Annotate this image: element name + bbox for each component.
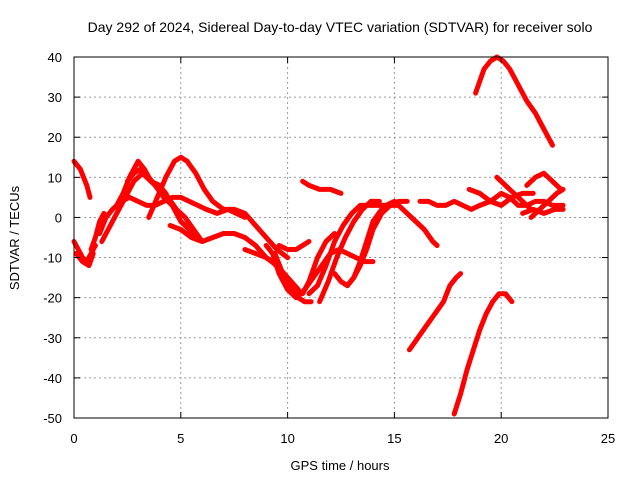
series-line-arc-08: [146, 154, 291, 261]
series-line-arc-25: [494, 174, 534, 212]
series-line-arc-15: [306, 198, 397, 297]
y-tick-label: -40: [43, 371, 62, 386]
series-line-arc-11: [263, 243, 376, 301]
series-line-arc-26: [524, 170, 564, 192]
y-tick-label: -10: [43, 251, 62, 266]
series-line-arc-22: [473, 54, 555, 148]
data-series: [71, 54, 566, 417]
axis-ticks: 0 5 10 15 20 25 -50 -40 -30 -20 -10 0 10 20 30 40: [43, 50, 615, 446]
y-tick-label: 20: [48, 130, 62, 145]
series-line-arc-14: [276, 239, 312, 252]
x-axis-label: GPS time / hours: [291, 458, 390, 473]
x-tick-label: 20: [494, 431, 508, 446]
series-line-arc-01: [71, 158, 93, 200]
series-line-arc-29: [88, 210, 107, 252]
chart-title: Day 292 of 2024, Sidereal Day-to-day VTE…: [88, 19, 593, 35]
series-line-arc-12: [272, 231, 338, 297]
y-tick-label: -30: [43, 331, 62, 346]
x-tick-label: 0: [70, 431, 77, 446]
series-line-arc-16: [317, 198, 382, 305]
series-line-arc-20: [417, 198, 483, 212]
grid-lines: [74, 57, 608, 418]
y-tick-label: 10: [48, 170, 62, 185]
y-tick-label: -20: [43, 291, 62, 306]
x-tick-label: 25: [601, 431, 615, 446]
y-tick-label: 40: [48, 50, 62, 65]
series-line-arc-21: [451, 291, 515, 417]
y-tick-label: -50: [43, 411, 62, 426]
series-line-arc-23: [466, 186, 536, 208]
plot-frame: [73, 56, 609, 419]
series-line-arc-18: [344, 202, 440, 289]
y-tick-label: 0: [55, 210, 62, 225]
y-tick-label: 30: [48, 90, 62, 105]
x-tick-label: 15: [387, 431, 401, 446]
x-tick-label: 10: [280, 431, 294, 446]
series-line-arc-19: [406, 271, 464, 353]
series-line-arc-13: [300, 178, 344, 196]
x-tick-label: 5: [177, 431, 184, 446]
series-line-arc-07: [124, 166, 175, 208]
y-axis-label: SDTVAR / TECUs: [7, 185, 22, 290]
series-line-arc-28: [520, 206, 566, 216]
